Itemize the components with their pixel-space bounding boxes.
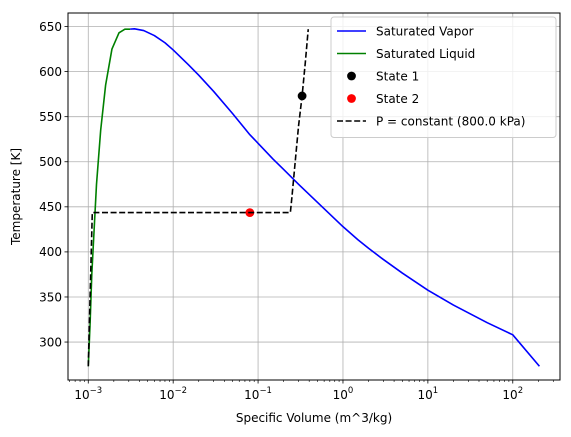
x-axis-label: Specific Volume (m^3/kg) — [236, 411, 392, 425]
x-tick-label: 102 — [502, 386, 523, 402]
legend-swatch-state-2 — [347, 94, 356, 103]
series-line-p-constant-800-0-kpa — [88, 29, 308, 366]
y-tick-label: 350 — [39, 290, 62, 304]
y-tick-label: 600 — [39, 65, 62, 79]
legend-label-saturated-liquid: Saturated Liquid — [376, 47, 475, 61]
legend-label-p-constant-800-0-kpa: P = constant (800.0 kPa) — [376, 114, 525, 128]
y-tick-label: 650 — [39, 20, 62, 34]
legend-label-state-2: State 2 — [376, 92, 419, 106]
x-tick-label: 10−1 — [244, 386, 272, 402]
legend: Saturated Vapor Saturated Liquid State 1 St… — [331, 17, 556, 138]
legend-label-state-1: State 1 — [376, 69, 419, 83]
y-tick-label: 400 — [39, 245, 62, 259]
x-tick-label: 100 — [333, 386, 354, 402]
x-tick-label: 10−2 — [159, 386, 187, 402]
y-tick-label: 450 — [39, 200, 62, 214]
y-tick-label: 500 — [39, 155, 62, 169]
y-tick-label: 550 — [39, 110, 62, 124]
x-tick-label: 10−3 — [74, 386, 102, 402]
legend-label-saturated-vapor: Saturated Vapor — [376, 24, 474, 38]
y-axis-label: Temperature [K] — [9, 148, 23, 246]
series-line-saturated-liquid — [88, 29, 130, 366]
y-tick-label: 300 — [39, 335, 62, 349]
legend-swatch-state-1 — [347, 72, 356, 81]
x-tick-label: 101 — [418, 386, 439, 402]
